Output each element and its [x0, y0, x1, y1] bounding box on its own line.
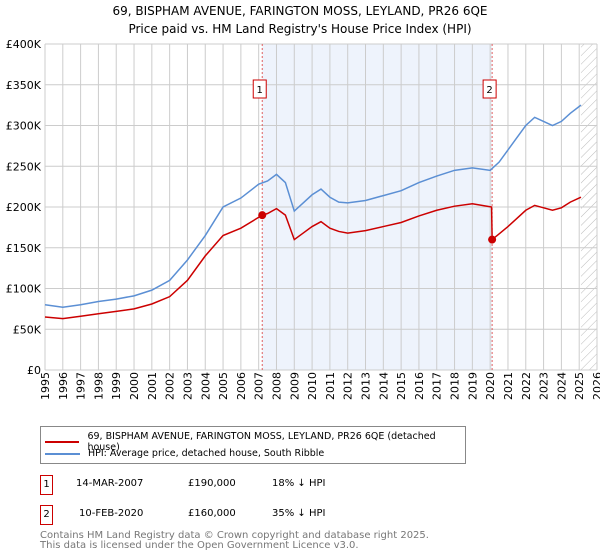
annotation-box — [482, 79, 497, 99]
sale-point — [258, 211, 267, 220]
footer-line: This data is licensed under the Open Gov… — [40, 540, 359, 551]
footer-line: Contains HM Land Registry data © Crown c… — [40, 530, 429, 541]
x-tick-label: 2006 — [235, 372, 248, 400]
y-tick-label: £300K — [6, 120, 42, 133]
chart-title: 69, BISPHAM AVENUE, FARINGTON MOSS, LEYL… — [0, 2, 600, 38]
x-tick-label: 2003 — [181, 372, 194, 400]
x-tick-label: 2013 — [360, 372, 373, 400]
subtitle-line: Price paid vs. HM Land Registry's House … — [128, 22, 472, 36]
x-tick-label: 2016 — [413, 372, 426, 400]
x-tick-label: 2017 — [431, 372, 444, 400]
x-tick-label: 2011 — [324, 372, 337, 400]
hpi-diff: 35% ↓ HPI — [272, 508, 326, 519]
y-tick-label: £350K — [6, 79, 42, 92]
annotation-label: 2 — [486, 85, 492, 96]
x-tick-label: 2020 — [484, 372, 497, 400]
marker-badge: 2 — [40, 505, 53, 525]
title-line: 69, BISPHAM AVENUE, FARINGTON MOSS, LEYL… — [112, 4, 488, 18]
y-tick-label: £400K — [6, 38, 42, 51]
price: £160,000 — [188, 508, 236, 519]
series-line — [44, 196, 582, 320]
x-tick-label: 1996 — [57, 372, 70, 400]
x-tick-label: 2021 — [502, 372, 515, 400]
x-tick-label: 2024 — [555, 372, 568, 400]
price-chart: 1995 1996 1997 1998 1999 2000 2001 2002 2003 2004… — [6, 38, 600, 400]
x-tick-label: 1997 — [75, 372, 88, 400]
y-tick-label: £150K — [6, 242, 42, 255]
x-tick-label: 2022 — [520, 372, 533, 400]
y-tick-label: £0 — [27, 364, 41, 377]
legend-label: 69, BISPHAM AVENUE, FARINGTON MOSS, LEYL… — [87, 431, 436, 453]
y-tick-label: £50K — [13, 323, 42, 336]
x-tick-label: 1998 — [92, 372, 105, 400]
series-line — [44, 104, 582, 309]
x-tick-label: 2023 — [538, 372, 551, 400]
red-line-swatch — [45, 441, 80, 443]
x-tick-label: 1999 — [110, 372, 123, 400]
y-tick-label: £250K — [6, 160, 42, 173]
legend-label: HPI: Average price, detached house, Sout… — [88, 448, 325, 459]
x-tick-label: 2000 — [128, 372, 141, 400]
x-tick-label: 2007 — [253, 372, 266, 400]
x-tick-label: 1995 — [39, 372, 52, 400]
sale-point — [488, 235, 497, 244]
x-tick-label: 2005 — [217, 372, 230, 400]
x-tick-label: 2004 — [199, 372, 212, 400]
legend-item-property: 69, BISPHAM AVENUE, FARINGTON MOSS, LEYL… — [45, 431, 465, 453]
x-tick-label: 2001 — [146, 372, 159, 400]
price: £190,000 — [188, 478, 236, 489]
hpi-diff: 18% ↓ HPI — [272, 478, 326, 489]
x-tick-label: 2009 — [288, 372, 301, 400]
legend-item-hpi: HPI: Average price, detached house, Sout… — [45, 448, 324, 459]
x-tick-label: 2008 — [270, 372, 283, 400]
annotation-box — [252, 79, 267, 99]
date: 10-FEB-2020 — [79, 508, 144, 519]
blue-line-swatch — [45, 452, 80, 455]
date: 14-MAR-2007 — [76, 478, 144, 489]
legend: 69, BISPHAM AVENUE, FARINGTON MOSS, LEYL… — [40, 426, 466, 464]
x-tick-label: 2010 — [306, 372, 319, 400]
y-tick-label: £200K — [6, 201, 42, 214]
x-tick-label: 2025 — [573, 372, 586, 400]
footer: Contains HM Land Registry data © Crown c… — [40, 531, 429, 551]
marker-badge: 1 — [40, 475, 53, 495]
y-tick-label: £100K — [6, 283, 42, 296]
annotation-label: 1 — [257, 85, 263, 96]
x-tick-label: 2019 — [466, 372, 479, 400]
x-tick-label: 2026 — [591, 372, 600, 400]
x-tick-label: 2015 — [395, 372, 408, 400]
x-tick-label: 2002 — [164, 372, 177, 400]
x-tick-label: 2012 — [342, 372, 355, 400]
x-tick-label: 2018 — [449, 372, 462, 400]
x-tick-label: 2014 — [377, 372, 390, 400]
